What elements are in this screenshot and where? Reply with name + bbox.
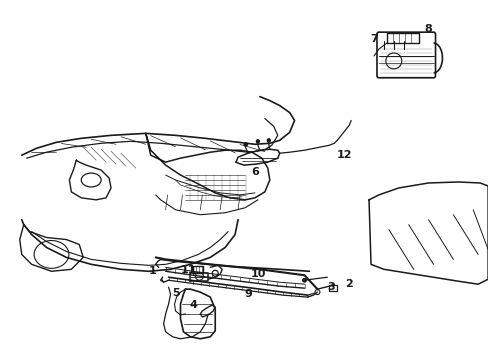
- Text: 4: 4: [190, 300, 197, 310]
- Bar: [329, 285, 337, 291]
- Text: 11: 11: [181, 265, 196, 275]
- Text: 2: 2: [345, 279, 353, 289]
- Text: 1: 1: [149, 266, 157, 276]
- Circle shape: [256, 140, 259, 143]
- Circle shape: [245, 143, 247, 146]
- Text: 6: 6: [251, 167, 259, 177]
- Text: 12: 12: [337, 150, 352, 160]
- Text: 3: 3: [327, 282, 335, 292]
- Text: 5: 5: [172, 288, 179, 298]
- Text: 8: 8: [425, 24, 433, 34]
- Text: 7: 7: [370, 34, 378, 44]
- Text: 9: 9: [244, 289, 252, 299]
- Text: 10: 10: [250, 269, 266, 279]
- Circle shape: [302, 278, 307, 282]
- Circle shape: [315, 290, 320, 294]
- Circle shape: [268, 139, 270, 142]
